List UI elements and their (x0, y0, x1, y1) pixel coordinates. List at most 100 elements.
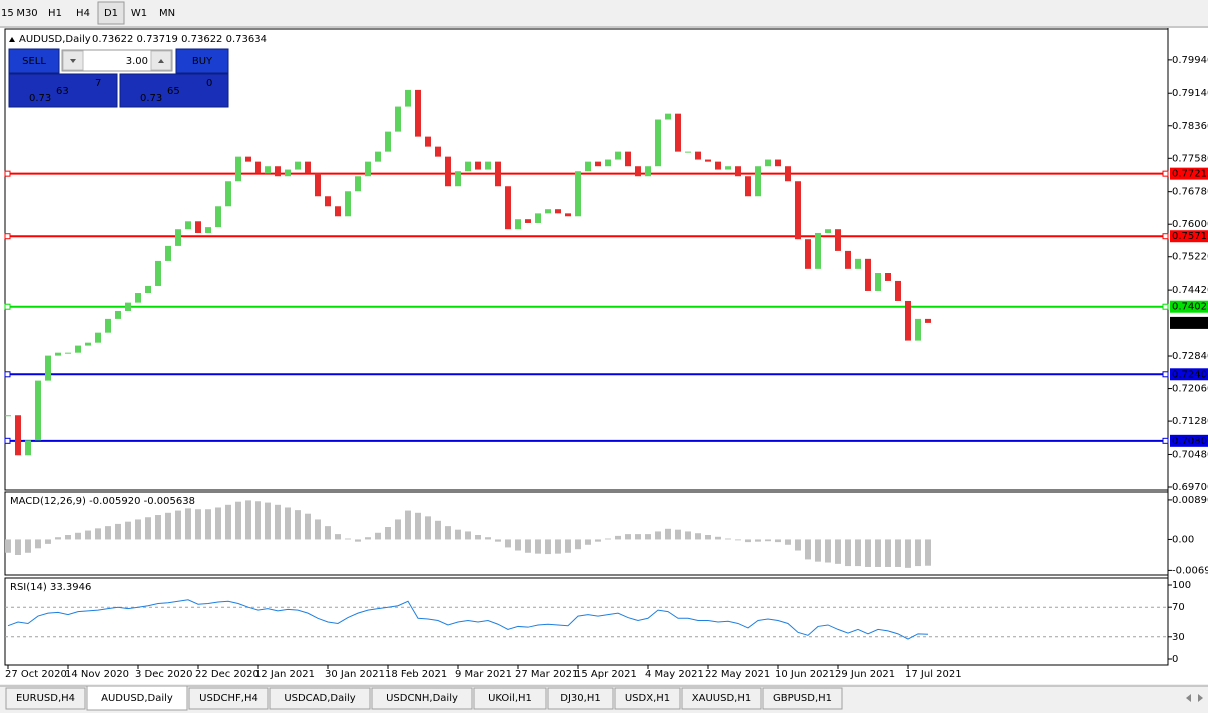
timeframe-button[interactable] (97, 1, 125, 25)
candle-body (405, 89, 411, 107)
timeframe-label[interactable]: 15 (1, 8, 14, 19)
symbol-tab-label[interactable]: USDX,H1 (625, 693, 670, 704)
symbol-tab[interactable] (188, 687, 269, 710)
volume-value[interactable]: 3.00 (126, 56, 148, 67)
sell-button[interactable] (8, 48, 60, 74)
symbol-tab-label[interactable]: USDCNH,Daily (386, 693, 458, 704)
candle-body (765, 159, 771, 167)
buy-label[interactable]: BUY (192, 56, 213, 67)
indicator-title: RSI(14) 33.3946 (10, 582, 91, 593)
macd-bar (355, 539, 361, 542)
level-price-label: 0.77212 (1172, 169, 1208, 180)
level-price-label: 0.74022 (1172, 302, 1208, 313)
macd-bar (405, 510, 411, 540)
symbol-tab[interactable] (614, 687, 681, 710)
macd-bar (895, 539, 901, 567)
candle-body (645, 166, 651, 177)
x-tick-label: 22 May 2021 (705, 669, 770, 680)
candle-body (785, 166, 791, 182)
macd-bar (655, 531, 661, 540)
candle-body (415, 89, 421, 137)
macd-bar (685, 531, 691, 540)
ask-price-box[interactable] (119, 73, 229, 108)
macd-bar (535, 539, 541, 554)
candle-body (95, 332, 101, 343)
symbol-tab-label[interactable]: USDCHF,H4 (199, 693, 258, 704)
candle-body (845, 250, 851, 269)
candle-body (435, 146, 441, 157)
candle-body (715, 161, 721, 170)
macd-bar (545, 539, 551, 555)
level-handle (4, 170, 11, 177)
macd-bar (175, 510, 181, 540)
timeframe-button[interactable] (42, 2, 68, 24)
candle-body (115, 310, 121, 319)
candle-body (265, 166, 271, 174)
volume-box[interactable] (61, 49, 173, 72)
candle-body (855, 258, 861, 269)
timeframe-label[interactable]: MN (159, 8, 175, 19)
candle-body (835, 229, 841, 251)
tab-scroll-left[interactable] (1186, 694, 1191, 702)
symbol-tab[interactable] (5, 687, 86, 710)
symbol-tab-label[interactable]: GBPUSD,H1 (773, 693, 832, 704)
macd-bar (735, 539, 741, 541)
candle-body (795, 181, 801, 240)
timeframe-button[interactable] (70, 2, 96, 24)
candle-body (105, 318, 111, 333)
symbol-tab[interactable] (473, 687, 547, 710)
macd-bar (805, 539, 811, 560)
timeframe-label[interactable]: D1 (104, 8, 118, 19)
x-tick-label: 9 Mar 2021 (455, 669, 512, 680)
candle-body (735, 166, 741, 177)
symbol-tab[interactable] (371, 687, 473, 710)
symbol-tab-label[interactable]: AUDUSD,Daily (101, 693, 173, 704)
candle-body (45, 355, 51, 381)
macd-bar (255, 501, 261, 540)
bid-price-box[interactable] (8, 73, 118, 108)
level-price-box (1170, 167, 1208, 180)
timeframe-label[interactable]: W1 (131, 8, 147, 19)
x-tick-label: 12 Jan 2021 (255, 669, 315, 680)
tab-scroll-right[interactable] (1198, 694, 1203, 702)
macd-bar (505, 539, 511, 548)
timeframe-label[interactable]: M30 (16, 8, 37, 19)
candle-body (875, 273, 881, 291)
symbol-tab[interactable] (681, 687, 762, 710)
macd-bar (525, 539, 531, 553)
symbol-tab-label[interactable]: EURUSD,H4 (16, 693, 75, 704)
symbol-tab[interactable] (547, 687, 614, 710)
symbol-tab-label[interactable]: USDCAD,Daily (284, 693, 355, 704)
timeframe-label[interactable]: H4 (76, 8, 90, 19)
level-price-box (1170, 230, 1208, 243)
timeframe-button[interactable] (0, 2, 12, 24)
symbol-tab[interactable] (269, 687, 371, 710)
macd-bar (45, 539, 51, 544)
bid-big: 63 (56, 86, 69, 97)
candle-body (15, 415, 21, 456)
candle-body (25, 440, 31, 456)
symbol-tab-label[interactable]: XAUUSD,H1 (692, 693, 751, 704)
symbol-tab[interactable] (762, 687, 843, 710)
timeframe-label[interactable]: H1 (48, 8, 62, 19)
symbol-tab[interactable] (86, 685, 188, 711)
sell-label[interactable]: SELL (22, 56, 46, 67)
candle-body (895, 280, 901, 301)
timeframe-button[interactable] (14, 2, 40, 24)
timeframe-button[interactable] (154, 2, 180, 24)
x-tick-label: 10 Jun 2021 (775, 669, 835, 680)
ask-small: 0 (206, 78, 212, 89)
level-price-label: 0.70807 (1172, 436, 1208, 447)
symbol-tab-label[interactable]: DJ30,H1 (560, 693, 600, 704)
candle-body (55, 352, 61, 356)
macd-bar (125, 521, 131, 540)
y-tick-label: 100 (1172, 580, 1191, 591)
buy-button[interactable] (175, 48, 229, 74)
timeframe-button[interactable] (126, 2, 152, 24)
symbol-tab-label[interactable]: UKOil,H1 (488, 693, 532, 704)
